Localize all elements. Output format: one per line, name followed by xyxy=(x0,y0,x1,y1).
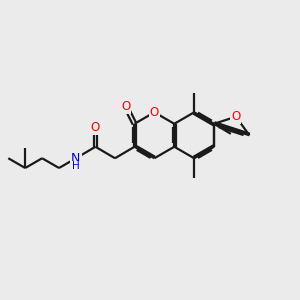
Text: O: O xyxy=(121,100,130,113)
Text: O: O xyxy=(150,106,159,119)
Text: N: N xyxy=(71,152,81,165)
Text: O: O xyxy=(231,110,241,123)
Text: H: H xyxy=(72,161,80,172)
Text: O: O xyxy=(91,121,100,134)
